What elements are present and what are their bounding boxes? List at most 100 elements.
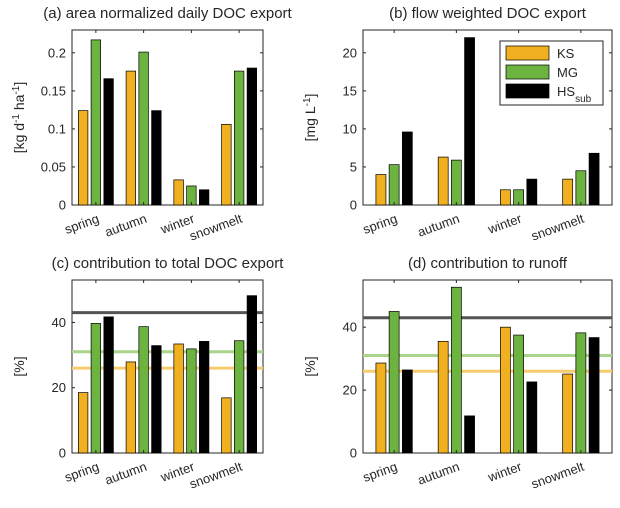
bar-hssub-autumn	[464, 415, 475, 454]
y-axis-label: [mg L-1]	[302, 94, 319, 142]
y-tick-label: 0.1	[48, 121, 66, 136]
legend-swatch-mg	[505, 64, 550, 80]
x-tick-label: snowmelt	[529, 211, 586, 244]
x-tick-label: autumn	[103, 459, 149, 488]
bar-hssub-spring	[103, 78, 114, 206]
chart-panel-4: (d) contribution to runoff spring autumn wi…	[302, 255, 613, 492]
legend-label-hssub: HSsub	[557, 84, 592, 105]
bar-hssub-spring	[103, 316, 114, 454]
bar-ks-snowmelt	[562, 178, 574, 206]
bar-hssub-winter	[526, 178, 538, 206]
bar-hssub-snowmelt	[246, 295, 258, 454]
chart-title: (b) flow weighted DOC export	[389, 5, 587, 22]
y-tick-label: 0	[350, 446, 357, 461]
bar-mg-autumn	[138, 326, 149, 454]
bar-ks-snowmelt	[221, 397, 232, 454]
plot-area-frame	[362, 279, 613, 454]
y-axis-label-part: ]	[302, 94, 318, 98]
y-axis-label-part: -1	[302, 97, 313, 106]
y-axis-label: [kg d-1 ha-1]	[11, 82, 28, 154]
y-axis-label: [%]	[11, 356, 27, 376]
x-tick-label: spring	[62, 211, 100, 237]
legend-label-subscript: sub	[575, 94, 592, 105]
y-tick-label: 0.05	[41, 159, 66, 174]
bar-mg-autumn	[451, 286, 462, 454]
y-axis-label-part: -1	[11, 85, 22, 94]
y-axis-label-part: [mg L	[302, 106, 318, 141]
bar-hssub-autumn	[151, 110, 162, 206]
x-tick-label: autumn	[416, 459, 462, 488]
y-axis-label-part: ]	[11, 82, 27, 86]
y-tick-label: 20	[343, 45, 357, 60]
bar-mg-snowmelt	[575, 332, 587, 454]
y-tick-label: 15	[343, 83, 357, 98]
x-tick-label: autumn	[103, 211, 149, 240]
bar-mg-snowmelt	[575, 170, 587, 206]
chart-title: (a) area normalized daily DOC export	[43, 5, 292, 22]
y-axis-label-part: ha	[11, 94, 27, 114]
y-axis-label-part: [%]	[11, 356, 27, 376]
y-tick-label: 0	[350, 198, 357, 213]
y-tick-label: 0	[59, 446, 66, 461]
y-axis-label-part: [kg d	[11, 123, 27, 153]
plot-area-frame	[71, 279, 264, 454]
bar-mg-snowmelt	[234, 340, 245, 454]
bar-mg-snowmelt	[234, 70, 245, 206]
bar-hssub-winter	[526, 381, 538, 454]
y-tick-label: 20	[52, 380, 66, 395]
legend-label-text: HS	[557, 84, 575, 99]
bar-mg-autumn	[138, 51, 149, 206]
x-tick-label: winter	[485, 458, 524, 485]
x-tick-label: spring	[361, 211, 399, 237]
bar-ks-snowmelt	[562, 373, 574, 454]
x-tick-label: autumn	[416, 211, 462, 240]
legend-label-ks: KS	[557, 46, 575, 61]
plot-area-frame	[362, 29, 613, 206]
x-tick-label: spring	[62, 459, 100, 485]
chart-panel-2: (b) flow weighted DOC export spring autumn…	[302, 5, 613, 244]
y-tick-label: 5	[350, 159, 357, 174]
bar-ks-winter	[173, 343, 184, 454]
y-tick-label: 40	[343, 320, 357, 335]
y-axis-label-part: [%]	[302, 356, 318, 376]
bar-ks-autumn	[437, 340, 449, 454]
x-tick-label: snowmelt	[529, 459, 586, 492]
y-tick-label: 20	[343, 383, 357, 398]
bar-mg-spring	[90, 39, 101, 206]
x-tick-label: spring	[361, 459, 399, 485]
y-tick-label: 40	[52, 315, 66, 330]
bar-mg-spring	[388, 164, 400, 206]
legend-label-text: KS	[557, 46, 575, 61]
y-tick-label: 0	[59, 198, 66, 213]
bar-ks-autumn	[125, 361, 136, 454]
bar-ks-spring	[375, 362, 387, 454]
chart-panel-3: (c) contribution to total DOC export spri…	[11, 255, 284, 492]
y-tick-label: 0.2	[48, 45, 66, 60]
legend-label-text: MG	[557, 65, 578, 80]
bar-hssub-spring	[401, 131, 413, 206]
x-tick-label: snowmelt	[187, 459, 244, 492]
bar-hssub-spring	[401, 369, 413, 454]
bar-hssub-winter	[199, 189, 210, 206]
chart-panel-1: (a) area normalized daily DOC export spri…	[11, 5, 293, 244]
x-tick-label: snowmelt	[187, 211, 244, 244]
legend-label-mg: MG	[557, 65, 578, 80]
legend-swatch-ks	[505, 45, 550, 61]
chart-title: (d) contribution to runoff	[408, 255, 568, 272]
bar-hssub-winter	[199, 341, 210, 454]
bar-ks-spring	[375, 174, 387, 206]
y-tick-label: 0.15	[41, 83, 66, 98]
bar-ks-winter	[500, 189, 511, 206]
bar-ks-autumn	[437, 156, 449, 206]
y-axis-label: [%]	[302, 356, 318, 376]
bar-ks-spring	[77, 392, 89, 454]
bar-mg-winter	[186, 348, 197, 454]
bar-mg-autumn	[451, 159, 462, 206]
y-axis-label-part: -1	[11, 114, 22, 123]
legend: KS MG HSsub	[499, 40, 604, 106]
bar-ks-autumn	[125, 70, 136, 206]
bar-hssub-autumn	[464, 37, 475, 206]
legend-swatch-hssub	[505, 83, 550, 99]
bar-ks-spring	[77, 110, 89, 206]
bar-hssub-snowmelt	[246, 67, 258, 206]
